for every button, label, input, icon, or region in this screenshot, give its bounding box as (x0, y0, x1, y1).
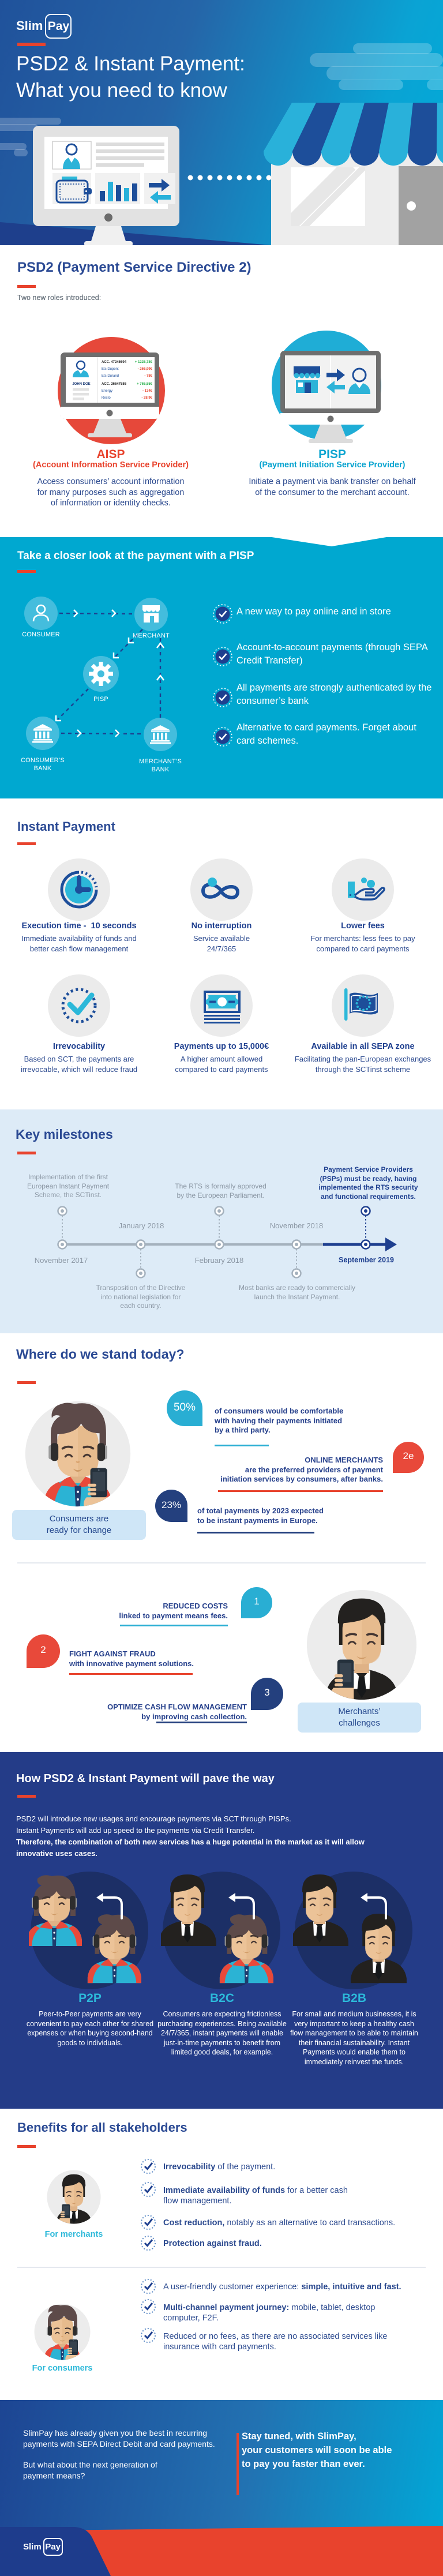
svg-text:- 78€: - 78€ (144, 374, 152, 378)
svg-text:+ 765,55€: + 765,55€ (137, 383, 153, 386)
svg-text:ACC. 26647586: ACC. 26647586 (102, 383, 127, 386)
svg-text:Energy: Energy (102, 389, 112, 393)
svg-text:- 266,99€: - 266,99€ (138, 368, 153, 371)
svg-text:Resto: Resto (102, 396, 111, 400)
svg-text:JOHN DOE: JOHN DOE (72, 383, 90, 386)
svg-text:+ 1225,78€: + 1225,78€ (135, 361, 153, 364)
svg-text:- 28,9€: - 28,9€ (141, 396, 152, 400)
svg-text:ACC. 47245694: ACC. 47245694 (102, 361, 127, 364)
svg-text:- 134€: - 134€ (142, 389, 153, 393)
svg-text:Ets Dupont: Ets Dupont (102, 368, 119, 371)
svg-text:Ets Durand: Ets Durand (102, 374, 119, 378)
